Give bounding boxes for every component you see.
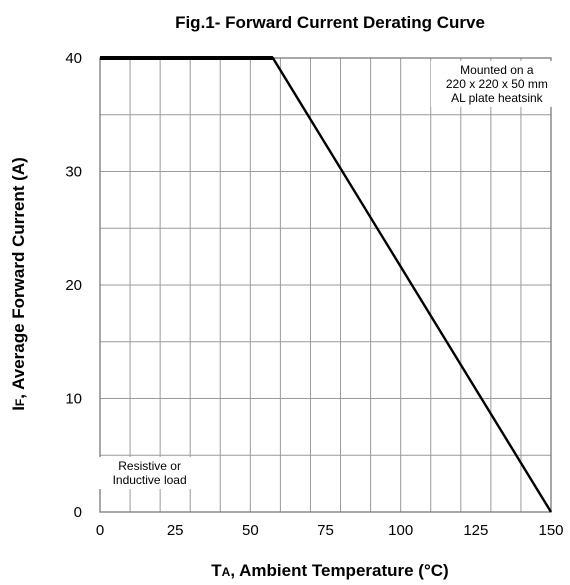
- y-tick-label: 10: [65, 391, 82, 408]
- y-tick-label: 40: [65, 50, 82, 67]
- x-tick-label: 100: [388, 522, 413, 539]
- annotation-line: Mounted on a: [460, 63, 534, 77]
- chart-title: Fig.1- Forward Current Derating Curve: [175, 13, 485, 32]
- x-axis-label-rest: , Ambient Temperature (°C): [230, 561, 448, 580]
- x-tick-label: 0: [96, 522, 104, 539]
- y-tick-labels: 0 10 20 30 40: [65, 50, 82, 521]
- x-tick-label: 50: [242, 522, 259, 539]
- x-tick-label: 25: [167, 522, 184, 539]
- annotation-line: Inductive load: [113, 473, 187, 487]
- x-tick-label: 150: [538, 522, 563, 539]
- annotation-line: 220 x 220 x 50 mm: [446, 77, 548, 91]
- annotation-background: [430, 60, 563, 107]
- y-axis-label: IF, Average Forward Current (A): [9, 157, 28, 411]
- x-axis-label: TA, Ambient Temperature (°C): [211, 561, 448, 580]
- grid-layer: [100, 58, 551, 512]
- plot-frame: [99, 57, 552, 513]
- y-axis-label-main: I: [9, 406, 28, 411]
- x-tick-label: 125: [463, 522, 488, 539]
- y-tick-label: 20: [65, 277, 82, 294]
- y-tick-label: 0: [74, 504, 82, 521]
- series-layer: [100, 56, 553, 513]
- y-axis-label-subscript: F: [13, 399, 27, 406]
- annotation-background: [96, 457, 203, 490]
- x-axis-label-main: T: [211, 561, 222, 580]
- annotation-line: Resistive or: [118, 459, 181, 473]
- annotation-line: AL plate heatsink: [451, 91, 544, 105]
- x-tick-label: 75: [317, 522, 334, 539]
- x-axis-label-subscript: A: [222, 565, 231, 579]
- y-axis-label-rest: , Average Forward Current (A): [9, 157, 28, 399]
- x-tick-labels: 0 25 50 75 100 125 150: [96, 522, 564, 539]
- y-tick-label: 30: [65, 164, 82, 181]
